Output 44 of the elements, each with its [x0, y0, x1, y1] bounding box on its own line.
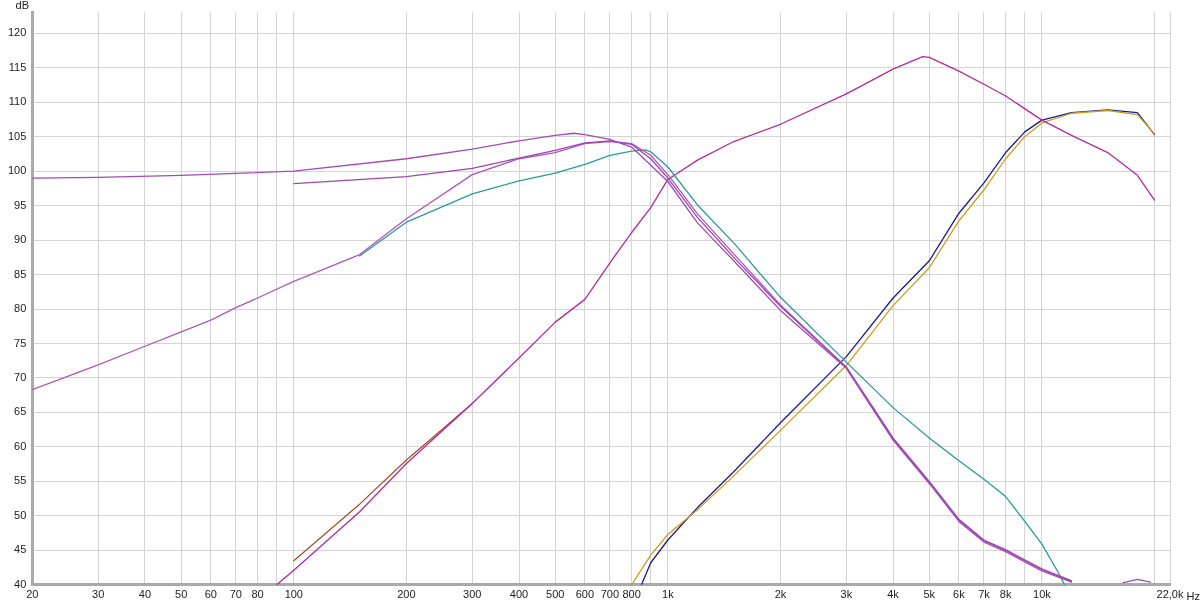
y-tick-label: 60: [14, 439, 27, 452]
x-tick-label: 30: [92, 588, 105, 601]
x-tick-label: 3k: [840, 588, 853, 601]
y-tick-label: 85: [14, 267, 27, 280]
y-tick-label: 110: [8, 95, 27, 108]
x-tick-label: 50: [175, 588, 188, 601]
y-tick-label: 65: [14, 405, 27, 418]
x-tick-label: 22,0k: [1156, 588, 1184, 601]
y-tick-label: 105: [7, 129, 27, 142]
y-tick-label: 40: [14, 577, 27, 590]
x-tick-label: 5k: [923, 588, 936, 601]
x-tick-label: 60: [204, 588, 217, 601]
x-tick-label: 8k: [999, 588, 1012, 601]
x-tick-label: 7k: [978, 588, 991, 601]
x-tick-label: 6k: [953, 588, 966, 601]
y-tick-label: 75: [14, 336, 27, 349]
x-tick-label: 40: [138, 588, 152, 601]
x-tick-label: 100: [284, 588, 303, 601]
y-tick-label: 70: [14, 371, 27, 384]
y-tick-label: 120: [7, 26, 27, 39]
x-tick-label: 80: [251, 588, 264, 601]
x-axis-title: Hz: [1186, 590, 1200, 603]
y-axis-title: dB: [15, 0, 30, 12]
y-tick-label: 55: [14, 474, 27, 487]
y-tick-label: 115: [8, 60, 27, 73]
x-tick-label: 200: [397, 588, 416, 601]
y-tick-label: 90: [14, 233, 27, 246]
x-tick-label: 20: [26, 588, 39, 601]
x-tick-label: 70: [229, 588, 242, 601]
x-tick-label: 800: [622, 588, 641, 601]
x-tick-label: 500: [546, 588, 565, 601]
y-tick-label: 100: [7, 164, 27, 177]
x-tick-label: 10k: [1033, 588, 1052, 601]
x-tick-label: 700: [600, 588, 620, 601]
x-tick-label: 1k: [662, 588, 675, 601]
x-tick-label: 600: [575, 588, 595, 601]
y-tick-label: 80: [14, 302, 27, 315]
y-tick-label: 45: [14, 543, 27, 556]
y-tick-label: 95: [14, 198, 27, 211]
x-tick-label: 400: [509, 588, 529, 601]
x-tick-label: 4k: [887, 588, 900, 601]
x-tick-label: 300: [463, 588, 482, 601]
x-tick-label: 2k: [774, 588, 787, 601]
y-tick-label: 50: [14, 508, 27, 521]
